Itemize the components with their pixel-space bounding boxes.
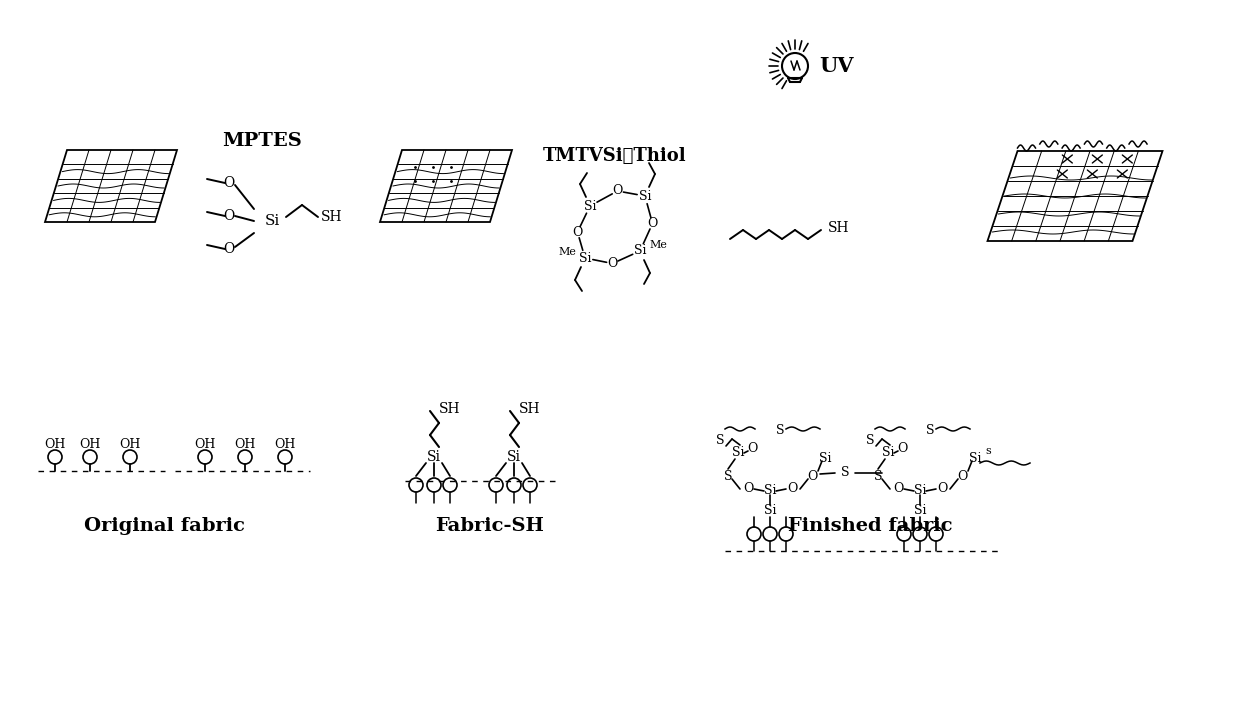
Text: O: O (957, 469, 967, 482)
Text: Finished fabric: Finished fabric (787, 517, 952, 535)
Text: O: O (746, 443, 758, 455)
Text: O: O (936, 482, 947, 496)
Text: Si: Si (732, 446, 744, 460)
Text: S: S (926, 424, 934, 438)
Text: S: S (841, 467, 849, 479)
Text: Si: Si (584, 200, 596, 213)
Text: O: O (613, 184, 622, 198)
Text: SH: SH (321, 210, 342, 224)
Text: O: O (893, 482, 903, 496)
Text: TMTVSi、Thiol: TMTVSi、Thiol (543, 147, 687, 165)
Text: Si: Si (914, 484, 926, 498)
Text: Me: Me (649, 240, 667, 250)
Text: SH: SH (520, 402, 541, 416)
Text: Si: Si (634, 244, 646, 258)
Text: Si: Si (507, 450, 521, 464)
Text: Si: Si (818, 452, 831, 465)
Text: OH: OH (234, 438, 255, 452)
Text: S: S (715, 434, 724, 448)
Text: S: S (866, 434, 874, 448)
Text: SH: SH (439, 402, 461, 416)
Text: Si: Si (639, 189, 651, 203)
Text: OH: OH (79, 438, 100, 452)
Text: Me: Me (558, 247, 575, 257)
Text: O: O (647, 217, 657, 230)
Text: Si: Si (427, 450, 441, 464)
Text: O: O (807, 469, 817, 482)
Text: Si: Si (968, 452, 981, 465)
Text: Si: Si (882, 446, 894, 460)
Text: MPTES: MPTES (222, 132, 301, 150)
Text: S: S (776, 424, 784, 438)
Text: OH: OH (45, 438, 66, 452)
Text: O: O (743, 482, 753, 496)
Text: OH: OH (274, 438, 295, 452)
Text: O: O (608, 257, 618, 270)
Text: Original fabric: Original fabric (84, 517, 246, 535)
Text: OH: OH (119, 438, 140, 452)
Text: O: O (223, 176, 234, 190)
Text: O: O (573, 225, 583, 239)
Text: SH: SH (828, 221, 849, 235)
Text: Si: Si (579, 251, 591, 265)
Text: S: S (874, 469, 882, 482)
Text: Si: Si (764, 505, 776, 517)
Text: Fabric-SH: Fabric-SH (435, 517, 544, 535)
Text: Si: Si (764, 484, 776, 498)
Text: Si: Si (914, 505, 926, 517)
Text: s: s (985, 446, 991, 456)
Text: O: O (223, 209, 234, 223)
Text: S: S (724, 469, 733, 482)
Text: OH: OH (195, 438, 216, 452)
Text: Si: Si (264, 214, 280, 228)
Text: O: O (223, 242, 234, 256)
Text: UV: UV (820, 56, 854, 76)
Text: O: O (897, 443, 908, 455)
Text: O: O (787, 482, 797, 496)
